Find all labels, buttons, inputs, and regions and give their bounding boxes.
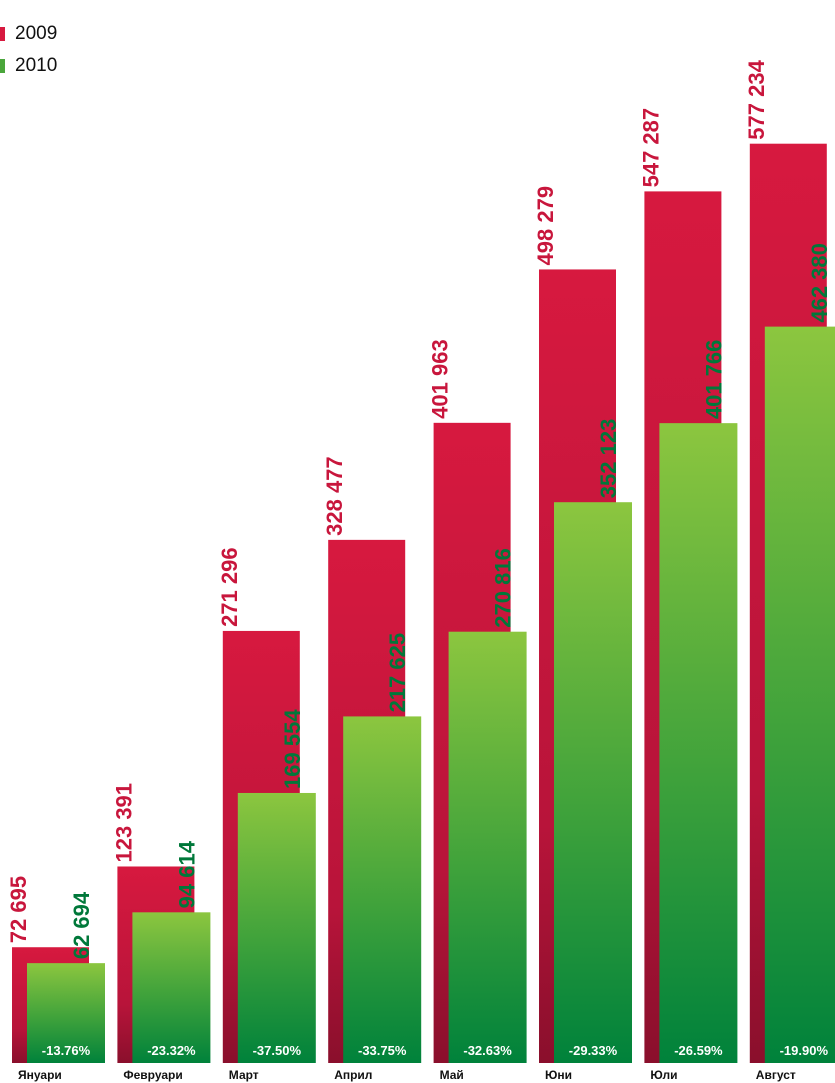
value-label-2009: 547 287 xyxy=(638,108,663,188)
category-label: Юни xyxy=(545,1068,572,1082)
value-label-2009: 271 296 xyxy=(217,547,242,627)
legend-item-2010: 2010 xyxy=(0,50,57,82)
labels-layer: 72 695 62 694 -13.76% Януари 123 391 94 614 -2… xyxy=(6,59,832,1082)
value-label-2010: 401 766 xyxy=(701,340,726,420)
value-label-2010: 62 694 xyxy=(69,891,94,959)
value-label-2009: 498 279 xyxy=(533,186,558,266)
legend-item-2009: 2009 xyxy=(0,18,57,50)
value-label-2009: 123 391 xyxy=(111,783,136,863)
value-label-2010: 462 380 xyxy=(807,243,832,323)
value-label-2010: 352 123 xyxy=(596,419,621,499)
change-label: -13.76% xyxy=(42,1043,91,1058)
value-label-2010: 270 816 xyxy=(491,548,516,628)
category-label: Януари xyxy=(18,1068,62,1082)
category-label: Април xyxy=(334,1068,372,1082)
bar-2010 xyxy=(237,792,316,1063)
change-label: -23.32% xyxy=(147,1043,196,1058)
bar-2010 xyxy=(343,716,422,1063)
legend-swatch-2009 xyxy=(0,27,5,41)
category-label: Август xyxy=(756,1068,796,1082)
category-label: Юли xyxy=(650,1068,677,1082)
legend-swatch-2010 xyxy=(0,59,5,73)
bar-2010 xyxy=(659,423,738,1063)
bar-2010 xyxy=(448,631,527,1063)
legend-label-2010: 2010 xyxy=(15,55,58,76)
bars-layer xyxy=(12,143,835,1063)
bar-2010 xyxy=(132,912,211,1063)
value-label-2010: 94 614 xyxy=(174,840,199,908)
legend-label-2009: 2009 xyxy=(15,23,58,44)
category-label: Февруари xyxy=(123,1068,182,1082)
value-label-2009: 328 477 xyxy=(322,456,347,536)
value-label-2010: 217 625 xyxy=(385,633,410,713)
legend: 2009 2010 xyxy=(0,18,57,82)
change-label: -29.33% xyxy=(569,1043,618,1058)
category-label: Март xyxy=(229,1068,259,1082)
bar-2010 xyxy=(554,502,632,1063)
bar-2010 xyxy=(764,326,835,1063)
bar-2010 xyxy=(27,963,105,1063)
value-label-2009: 577 234 xyxy=(744,59,769,139)
value-label-2009: 401 963 xyxy=(428,339,453,419)
value-label-2010: 169 554 xyxy=(280,709,305,789)
category-label: Май xyxy=(440,1068,464,1082)
change-label: -32.63% xyxy=(463,1043,512,1058)
value-label-2009: 72 695 xyxy=(6,876,31,943)
change-label: -33.75% xyxy=(358,1043,407,1058)
change-label: -26.59% xyxy=(674,1043,723,1058)
change-label: -19.90% xyxy=(780,1043,829,1058)
change-label: -37.50% xyxy=(253,1043,302,1058)
